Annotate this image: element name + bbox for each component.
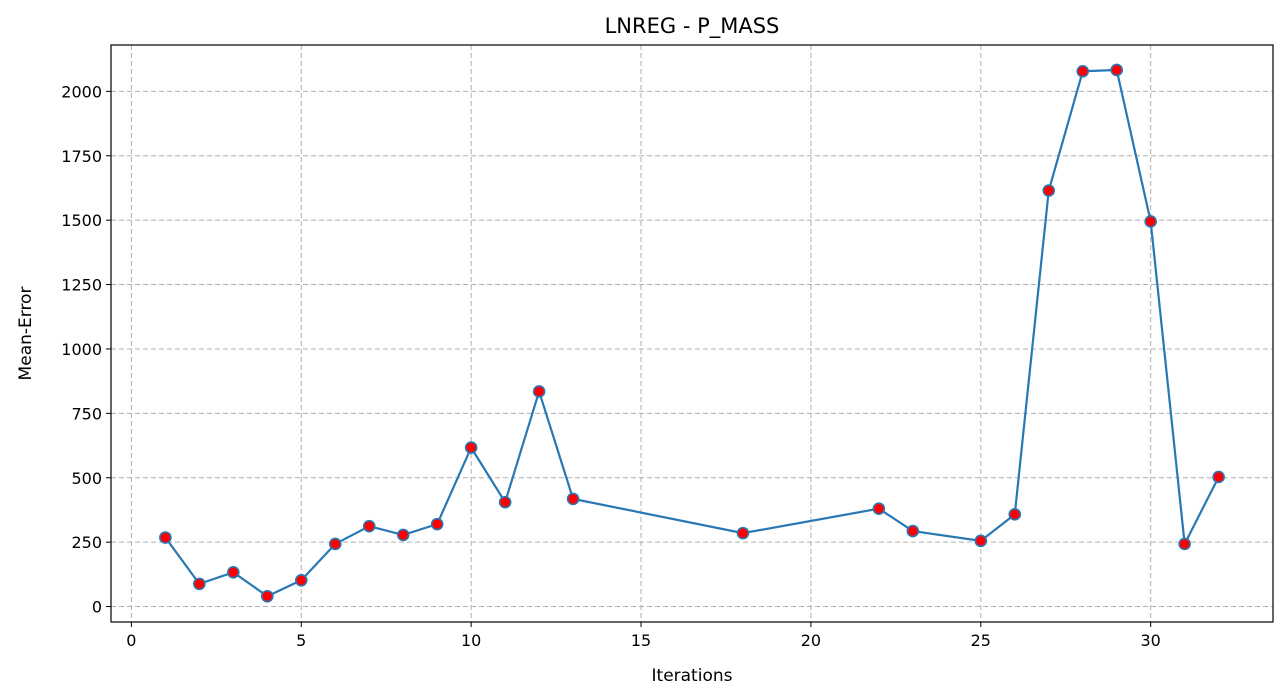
x-axis-title: Iterations	[652, 666, 733, 686]
data-point	[1178, 537, 1191, 551]
data-point	[464, 441, 478, 454]
x-tick-label: 10	[461, 631, 481, 650]
grid	[111, 45, 1273, 622]
x-tick-label: 30	[1141, 631, 1161, 650]
y-axis-title: Mean-Error	[16, 287, 36, 381]
data-point	[1110, 63, 1124, 77]
x-axis: 0 5 10 15 20 25 30	[126, 622, 1161, 650]
data-point	[906, 524, 920, 538]
data-point	[430, 517, 444, 531]
x-tick-label: 5	[296, 631, 306, 650]
data-point	[1144, 215, 1157, 228]
data-point	[872, 502, 886, 515]
data-point	[532, 385, 546, 398]
y-tick-label: 1250	[61, 276, 102, 295]
x-tick-label: 0	[126, 631, 136, 650]
data-point	[1008, 508, 1022, 521]
data-point	[396, 528, 410, 542]
data-point	[362, 519, 376, 533]
y-tick-label: 1000	[61, 340, 102, 359]
data-point	[328, 537, 342, 551]
data-point	[227, 565, 240, 579]
chart-title: LNREG - P_MASS	[605, 14, 780, 39]
data-point	[193, 577, 206, 591]
series-group	[159, 63, 1225, 603]
data-point	[736, 526, 750, 540]
y-axis: 0 250 500 750 1000 1250 1500 1750 2000	[61, 82, 111, 617]
data-point	[974, 534, 988, 548]
y-tick-label: 2000	[61, 82, 102, 101]
plot-frame	[110, 44, 1274, 623]
x-tick-label: 20	[801, 631, 821, 650]
y-tick-label: 0	[92, 598, 102, 617]
data-point	[260, 589, 274, 603]
data-point	[1212, 470, 1225, 484]
data-point	[294, 573, 308, 587]
y-tick-label: 250	[71, 533, 102, 552]
x-tick-label: 15	[631, 631, 651, 650]
y-tick-label: 1500	[61, 211, 102, 230]
data-point	[159, 531, 172, 544]
x-tick-label: 25	[971, 631, 991, 650]
data-point	[1076, 64, 1090, 78]
y-tick-label: 1750	[61, 147, 102, 166]
data-point	[1042, 184, 1056, 197]
data-point	[566, 492, 580, 506]
y-tick-label: 750	[71, 404, 102, 423]
data-point	[498, 495, 512, 509]
y-tick-label: 500	[71, 469, 102, 488]
